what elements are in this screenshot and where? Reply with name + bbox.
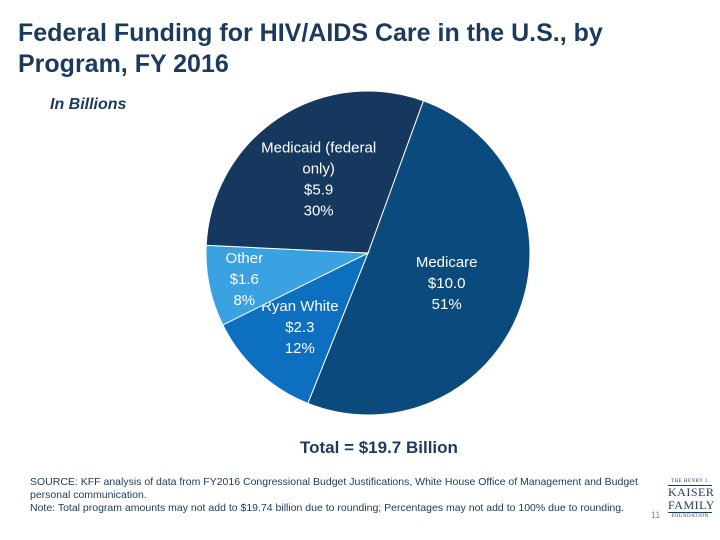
logo-line-2: KAISER	[668, 485, 715, 499]
slice-name-medicaid-federal-only: Medicaid (federal	[261, 139, 376, 156]
slice-name-other: Other	[226, 250, 264, 267]
source-note: SOURCE: KFF analysis of data from FY2016…	[30, 476, 660, 515]
slice-label-medicaid-federal-only: Medicaid (federal only) $5.9 30%	[261, 139, 376, 219]
logo-line-3: FAMILY	[668, 498, 715, 512]
chart-title: Federal Funding for HIV/AIDS Care in the…	[18, 19, 603, 78]
slice-percent-ryan-white: 12%	[285, 340, 315, 357]
slice-value-other: $1.6	[230, 271, 259, 288]
note-line: Note: Total program amounts may not add …	[30, 502, 625, 514]
slice-label-other: Other $1.6 8%	[226, 250, 264, 309]
pie-slice-medicaid-federal-only	[205, 90, 425, 254]
slice-percent-medicaid-federal-only: 30%	[304, 202, 334, 219]
slice-name-ryan-white: Ryan White	[261, 298, 339, 315]
source-line-1: SOURCE: KFF analysis of data from FY2016…	[30, 476, 638, 488]
slice-name-medicare: Medicare	[416, 254, 478, 271]
pie-slice-ryan-white	[222, 251, 369, 405]
pie-slice-medicare	[307, 100, 531, 416]
slice-value-ryan-white: $2.3	[285, 319, 314, 336]
slice-name-medicaid-federal-only: only)	[302, 160, 335, 177]
logo-line-1: THE HENRY J.	[668, 478, 712, 486]
logo-line-4: FOUNDATION	[668, 512, 712, 520]
slice-value-medicare: $10.0	[428, 275, 466, 292]
kff-logo: THE HENRY J. KAISER FAMILY FOUNDATION	[668, 478, 715, 524]
slice-percent-other: 8%	[233, 292, 255, 309]
slice-label-medicare: Medicare $10.0 51%	[416, 254, 478, 313]
source-line-2: personal communication.	[30, 489, 147, 501]
slice-label-ryan-white: Ryan White $2.3 12%	[261, 298, 339, 357]
slice-value-medicaid-federal-only: $5.9	[304, 181, 333, 198]
slice-percent-medicare: 51%	[432, 296, 462, 313]
total-label: Total = $19.7 Billion	[300, 438, 458, 457]
page-number: 11	[651, 510, 661, 520]
chart-subtitle: In Billions	[50, 96, 127, 113]
